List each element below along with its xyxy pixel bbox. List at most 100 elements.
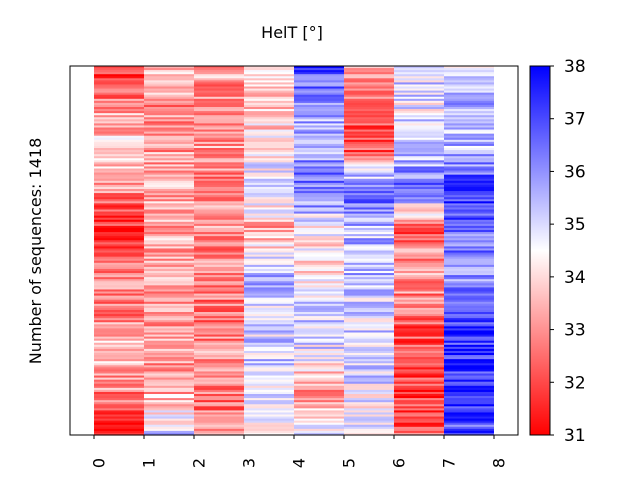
heatmap-cell — [94, 113, 144, 116]
heatmap-cell — [344, 244, 394, 247]
heatmap-cell — [244, 348, 294, 352]
heatmap-cell — [144, 129, 194, 133]
heatmap-cell — [244, 412, 294, 416]
heatmap-cell — [144, 375, 194, 379]
heatmap-cell — [294, 236, 344, 239]
heatmap-cell — [444, 394, 494, 397]
heatmap-cell — [394, 324, 444, 327]
heatmap-cell — [144, 186, 194, 190]
heatmap-cell — [394, 189, 444, 192]
heatmap-cell — [394, 330, 444, 334]
heatmap-cell — [94, 230, 144, 233]
heatmap-cell — [194, 211, 244, 215]
heatmap-cell — [444, 111, 494, 114]
heatmap-cell — [144, 209, 194, 213]
heatmap-cell — [244, 394, 294, 397]
heatmap-cell — [294, 412, 344, 416]
heatmap-cell — [344, 246, 394, 250]
heatmap-cell — [194, 394, 244, 397]
heatmap-cell — [144, 143, 194, 147]
heatmap-cell — [344, 82, 394, 86]
heatmap-cell — [94, 150, 144, 153]
heatmap-cell — [294, 275, 344, 278]
heatmap-cell — [94, 406, 144, 409]
heatmap-cell — [144, 418, 194, 422]
heatmap-cell — [444, 371, 494, 375]
heatmap-cell — [394, 82, 444, 86]
heatmap-cell — [244, 285, 294, 288]
heatmap-cell — [244, 96, 294, 100]
heatmap-cell — [294, 86, 344, 90]
heatmap-cell — [144, 377, 194, 381]
heatmap-cell — [144, 285, 194, 288]
heatmap-cell — [244, 191, 294, 194]
heatmap-cell — [94, 396, 144, 399]
heatmap-cell — [194, 193, 244, 196]
heatmap-cell — [244, 133, 294, 137]
heatmap-cell — [144, 334, 194, 338]
heatmap-cell — [144, 223, 194, 227]
heatmap-cell — [94, 350, 144, 354]
heatmap-cell — [394, 412, 444, 416]
heatmap-cell — [394, 424, 444, 428]
heatmap-cell — [194, 66, 244, 69]
heatmap-cell — [94, 422, 144, 426]
heatmap-cell — [194, 242, 244, 245]
heatmap-cell — [94, 209, 144, 213]
heatmap-cell — [144, 176, 194, 180]
heatmap-cell — [194, 139, 244, 143]
heatmap-cell — [394, 371, 444, 375]
heatmap-cell — [294, 178, 344, 182]
heatmap-cell — [294, 328, 344, 332]
heatmap-cell — [194, 330, 244, 334]
heatmap-cell — [144, 180, 194, 184]
heatmap-cell — [144, 244, 194, 247]
heatmap-cell — [344, 107, 394, 110]
heatmap-cell — [94, 281, 144, 284]
heatmap-cell — [294, 230, 344, 233]
heatmap-cell — [344, 295, 394, 299]
heatmap-cell — [394, 168, 444, 172]
heatmap-cell — [394, 207, 444, 211]
heatmap-cell — [344, 371, 394, 375]
heatmap-cell — [194, 72, 244, 75]
colorbar-tick-label: 35 — [564, 215, 586, 235]
heatmap-cell — [394, 318, 444, 321]
heatmap-cell — [344, 168, 394, 172]
heatmap-cell — [294, 94, 344, 98]
heatmap-cell — [144, 246, 194, 250]
heatmap-cell — [444, 189, 494, 192]
heatmap-cell — [94, 309, 144, 313]
heatmap-cell — [244, 381, 294, 385]
heatmap-cell — [244, 174, 294, 178]
heatmap-cell — [344, 336, 394, 340]
heatmap-cell — [94, 123, 144, 127]
heatmap-cell — [294, 148, 344, 151]
heatmap-cell — [294, 391, 344, 395]
heatmap-cell — [444, 90, 494, 94]
heatmap-cell — [394, 326, 444, 329]
heatmap-cell — [394, 223, 444, 227]
heatmap-cell — [444, 332, 494, 336]
heatmap-cell — [194, 238, 244, 241]
heatmap-cell — [294, 186, 344, 190]
heatmap-cell — [144, 164, 194, 168]
heatmap-cell — [144, 254, 194, 258]
heatmap-cell — [444, 369, 494, 373]
heatmap-cell — [294, 238, 344, 241]
heatmap-cell — [144, 371, 194, 375]
heatmap-cell — [444, 402, 494, 405]
heatmap-cell — [144, 387, 194, 391]
heatmap-cell — [94, 391, 144, 395]
heatmap-cell — [344, 88, 394, 92]
heatmap-cell — [344, 262, 394, 266]
heatmap-cell — [144, 102, 194, 106]
heatmap-cell — [194, 209, 244, 213]
heatmap-cell — [444, 406, 494, 409]
heatmap-cell — [244, 176, 294, 180]
heatmap-cell — [344, 416, 394, 420]
heatmap-cell — [194, 109, 244, 112]
heatmap-cell — [144, 361, 194, 364]
heatmap-cell — [94, 379, 144, 383]
x-tick-label: 6 — [390, 458, 409, 468]
